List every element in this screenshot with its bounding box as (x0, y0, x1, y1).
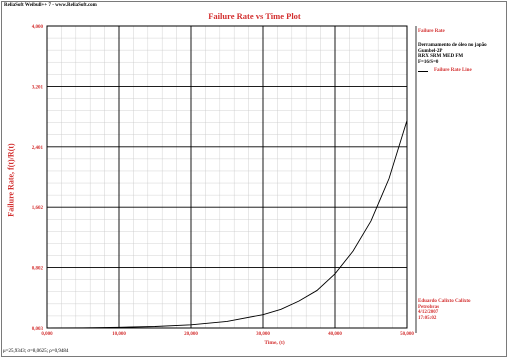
plot-border (46, 25, 408, 329)
tick-layer: 0,000 10,000 20,000 30,000 40,000 50,000 0,003… (32, 25, 415, 337)
info-line: RRX SRM MED FM (418, 54, 464, 60)
grid-layer (46, 25, 408, 329)
info-line: Gumbel-2P (418, 48, 443, 54)
report-date: 4/12/2007 (418, 310, 439, 316)
y-axis-label: Failure Rate, f(t)/R(t) (6, 143, 16, 217)
author-name: Eduardo Calixto Calixto (418, 299, 471, 304)
y-tick-label: 0,003 (32, 327, 44, 332)
y-tick-label: 2,401 (32, 146, 44, 151)
x-tick-label: 0,000 (41, 332, 53, 337)
y-tick-label: 1,602 (32, 206, 44, 211)
y-tick-label: 0,802 (32, 267, 44, 272)
info-line: F=16/S=0 (418, 59, 439, 65)
x-axis-label: Time, (t) (264, 340, 285, 346)
y-tick-label: 3,201 (32, 85, 44, 90)
legend-line-swatch (418, 71, 428, 72)
series-layer (46, 120, 408, 329)
company-name: Petrobras (418, 304, 440, 310)
x-tick-label: 10,000 (112, 332, 126, 337)
report-time: 17:05:02 (418, 315, 437, 321)
info-line: Derramamento de óleo no japão (418, 43, 487, 48)
legend-label: Failure Rate Line (434, 68, 472, 73)
series-line-failure-rate (46, 120, 408, 329)
x-tick-label: 40,000 (328, 332, 342, 337)
y-tick-label: 4,000 (32, 25, 44, 30)
side-panel-credits: Eduardo Calixto Calixto Petrobras 4/12/2… (418, 299, 471, 321)
side-panel-info: Derramamento de óleo no japão Gumbel-2P … (418, 43, 487, 65)
x-tick-label: 20,000 (184, 332, 198, 337)
x-tick-label: 50,000 (400, 332, 414, 337)
chart-title: Failure Rate vs Time Plot (208, 11, 301, 21)
app-header: ReliaSoft Weibull++ 7 - www.ReliaSoft.co… (4, 3, 97, 8)
footer-params: μ=25,9343; σ=8,0625; ρ=0,9484 (3, 349, 69, 354)
side-panel-title: Failure Rate (418, 29, 445, 34)
x-tick-label: 30,000 (256, 332, 270, 337)
